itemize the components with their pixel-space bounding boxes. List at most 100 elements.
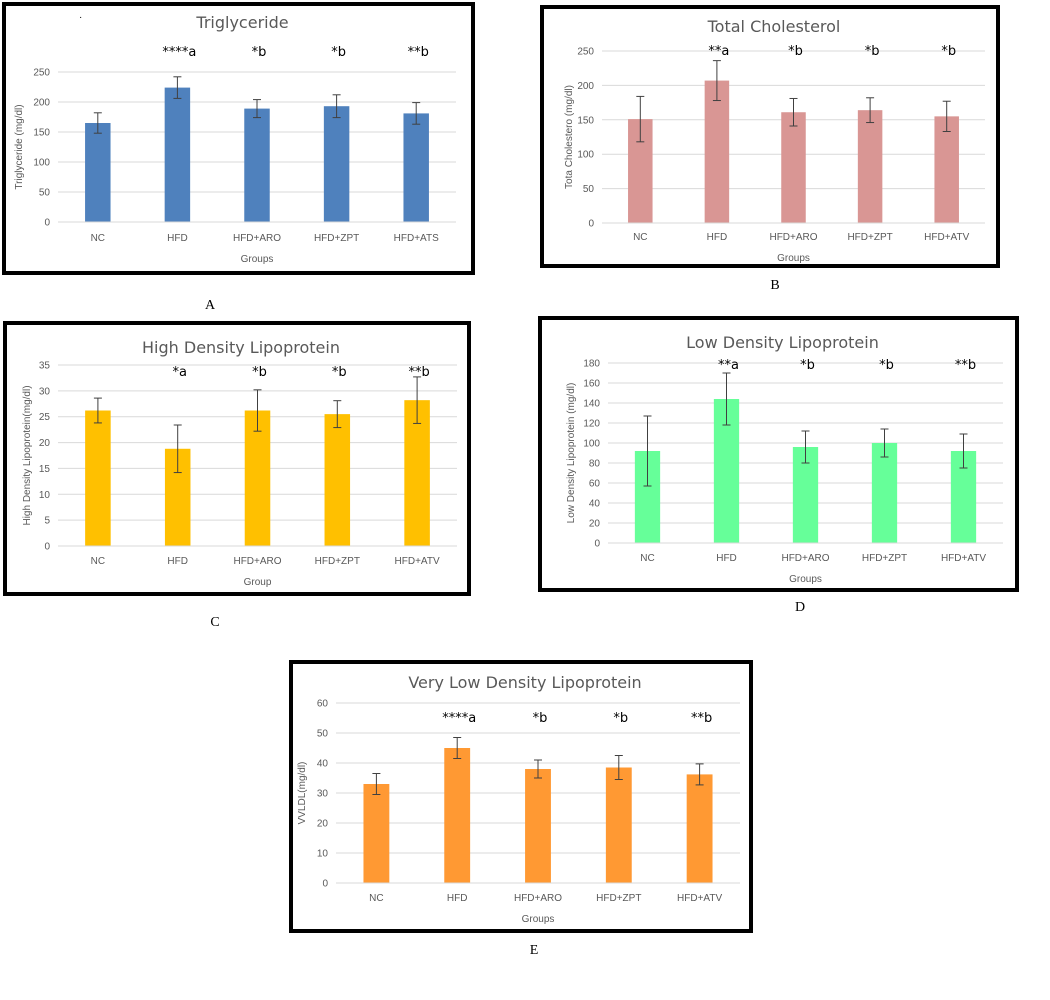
- y-tick-label: 140: [583, 399, 600, 410]
- y-tick-label: 60: [589, 479, 601, 490]
- x-tick-label: HFD: [707, 232, 728, 243]
- chart-title: High Density Lipoprotein: [142, 338, 340, 357]
- chart-panel-a: · Triglyceride 0 50 100 150 200 250 NC HFD ****a H…: [2, 2, 475, 275]
- bar: [403, 113, 429, 222]
- x-axis-label: Group: [244, 577, 272, 588]
- y-tick-label: 15: [39, 464, 51, 475]
- y-tick-label: 200: [33, 98, 50, 109]
- bar: [444, 748, 471, 883]
- chart-svg-a: Triglyceride 0 50 100 150 200 250 NC HFD ****a HFD…: [14, 13, 456, 265]
- x-tick-label: HFD+ATV: [924, 232, 969, 243]
- bar: [704, 80, 730, 223]
- panel-label-e: E: [529, 943, 539, 958]
- x-tick-label: HFD+ATV: [941, 553, 986, 564]
- chart-title: Triglyceride: [195, 13, 288, 32]
- y-tick-label: 10: [317, 849, 329, 860]
- bar: [85, 410, 111, 546]
- x-tick-label: HFD: [716, 553, 737, 564]
- significance-label: **a: [718, 358, 739, 373]
- significance-label: ****a: [442, 711, 476, 726]
- bar: [857, 110, 883, 223]
- y-tick-label: 100: [33, 158, 50, 169]
- x-tick-label: HFD+ATV: [677, 893, 722, 904]
- chart-panel-b: Total Cholesterol 0 50 100 150 200 250 NC HFD **a…: [540, 5, 1000, 268]
- y-tick-label: 10: [39, 490, 51, 501]
- y-tick-label: 20: [589, 519, 601, 530]
- bar: [324, 414, 351, 546]
- y-axis-label: VVLDL(mg/dl): [297, 762, 308, 825]
- x-tick-label: HFD+ARO: [233, 233, 281, 244]
- y-tick-label: 40: [317, 759, 329, 770]
- x-axis-label: Groups: [777, 253, 810, 264]
- x-tick-label: HFD: [167, 556, 188, 567]
- panel-label-d: D: [794, 600, 806, 615]
- y-tick-label: 0: [594, 539, 600, 550]
- bar: [323, 106, 350, 222]
- y-tick-label: 30: [39, 386, 51, 397]
- y-tick-label: 120: [583, 419, 600, 430]
- x-tick-label: NC: [633, 232, 647, 243]
- y-tick-label: 35: [39, 361, 51, 372]
- y-tick-label: 20: [317, 819, 329, 830]
- bar: [605, 767, 632, 883]
- x-tick-label: HFD+ARO: [514, 893, 562, 904]
- significance-label: *b: [252, 365, 267, 380]
- x-tick-label: HFD: [167, 233, 188, 244]
- bar: [686, 774, 713, 883]
- significance-label: *b: [865, 44, 880, 59]
- y-tick-label: 160: [583, 379, 600, 390]
- chart-panel-e: Very Low Density Lipoprotein 0 10 20 30 40 50 6…: [289, 660, 753, 933]
- y-tick-label: 50: [39, 188, 51, 199]
- y-tick-label: 250: [33, 68, 50, 79]
- y-tick-label: 50: [317, 729, 329, 740]
- chart-panel-c: High Density Lipoprotein 0 5 10 15 20 25 30 35 NC…: [3, 321, 471, 596]
- significance-label: *b: [788, 44, 803, 59]
- y-tick-label: 0: [44, 542, 50, 553]
- x-axis-label: Groups: [522, 914, 555, 925]
- x-tick-label: HFD+ATS: [394, 233, 439, 244]
- bar: [244, 410, 271, 546]
- x-tick-label: HFD+ARO: [233, 556, 281, 567]
- chart-svg-c: High Density Lipoprotein 0 5 10 15 20 25 30 35 NC…: [22, 338, 457, 588]
- chart-svg-d: Low Density Lipoprotein 0 20 40 60 80 100 120 14…: [566, 333, 1003, 585]
- significance-label: *b: [332, 365, 347, 380]
- bar: [164, 87, 191, 222]
- bar: [781, 112, 806, 223]
- chart-title: Total Cholesterol: [707, 17, 841, 36]
- significance-label: **b: [955, 358, 976, 373]
- significance-label: *b: [879, 358, 894, 373]
- y-tick-label: 0: [44, 218, 50, 229]
- significance-label: *b: [613, 711, 628, 726]
- x-tick-label: HFD+ZPT: [862, 553, 907, 564]
- y-tick-label: 0: [588, 219, 594, 230]
- y-tick-label: 250: [577, 47, 594, 58]
- significance-label: *b: [252, 45, 267, 60]
- y-tick-label: 30: [317, 789, 329, 800]
- significance-label: **b: [408, 45, 429, 60]
- chart-svg-b: Total Cholesterol 0 50 100 150 200 250 NC HFD **a…: [564, 17, 985, 264]
- y-tick-label: 150: [33, 128, 50, 139]
- stray-mark: ·: [79, 12, 83, 23]
- y-axis-label: Triglyceride (mg/dl): [14, 104, 25, 189]
- bar: [363, 784, 390, 883]
- x-tick-label: HFD+ZPT: [314, 233, 359, 244]
- x-tick-label: HFD+ZPT: [596, 893, 641, 904]
- x-tick-label: NC: [91, 556, 105, 567]
- x-tick-label: HFD+ARO: [781, 553, 829, 564]
- significance-label: *b: [941, 44, 956, 59]
- y-axis-label: Low Density Lipoprotein (mg/dl): [566, 383, 577, 524]
- panel-label-c: C: [210, 615, 220, 630]
- significance-label: **a: [708, 44, 729, 59]
- y-axis-label: High Density Lipoprotein(mg/dl): [22, 385, 33, 525]
- x-tick-label: HFD+ZPT: [847, 232, 892, 243]
- y-tick-label: 80: [589, 459, 601, 470]
- x-tick-label: NC: [369, 893, 383, 904]
- x-tick-label: HFD+ARO: [769, 232, 817, 243]
- x-tick-label: NC: [91, 233, 105, 244]
- panel-label-b: B: [770, 278, 780, 293]
- bar: [85, 123, 111, 222]
- x-axis-label: Groups: [241, 254, 274, 265]
- y-tick-label: 150: [577, 115, 594, 126]
- significance-label: **b: [691, 711, 712, 726]
- y-tick-label: 60: [317, 699, 329, 710]
